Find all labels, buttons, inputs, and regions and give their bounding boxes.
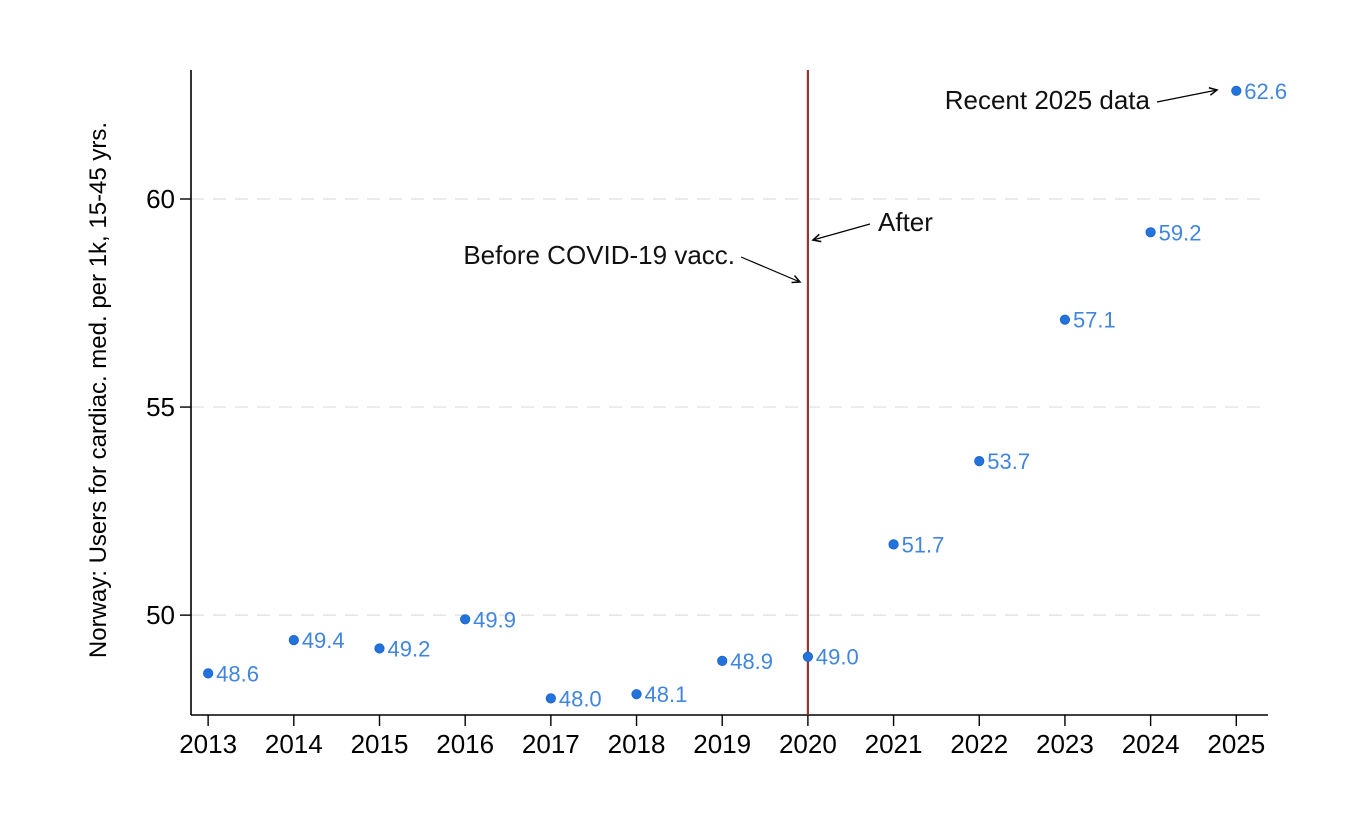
data-point: [631, 689, 642, 700]
axes: [190, 70, 1268, 716]
x-tick-label: 2017: [522, 729, 580, 759]
y-tick-label: 60: [146, 184, 175, 214]
data-point-label: 57.1: [1073, 308, 1116, 333]
annotation-after-text: After: [878, 207, 933, 237]
data-point: [288, 634, 299, 646]
x-tick-label: 2020: [779, 729, 837, 759]
x-tick-label: 2015: [351, 729, 409, 759]
x-tick-label: 2019: [693, 729, 751, 759]
gridlines: [191, 198, 1268, 616]
annotation-after-arrow: [813, 223, 871, 240]
data-point-label: 48.6: [216, 661, 259, 686]
annotation-after: After: [813, 207, 933, 240]
data-point-label: 48.0: [559, 686, 602, 711]
data-point: [374, 643, 385, 654]
x-tick-label: 2014: [265, 729, 323, 759]
annotation-before-text: Before COVID-19 vacc.: [463, 240, 735, 270]
annotation-before-arrow: [740, 256, 800, 282]
x-tick-label: 2025: [1207, 729, 1265, 759]
y-tick-label: 50: [146, 600, 175, 630]
data-point-label: 62.6: [1244, 79, 1287, 104]
x-tick-label: 2016: [436, 729, 494, 759]
x-tick-label: 2024: [1122, 729, 1180, 759]
data-points: 48.6 49.4 49.2 49.9 48.0 48.1 48.9 49.0 51.7 53.7…: [203, 79, 1287, 711]
annotation-before-covid: Before COVID-19 vacc.: [463, 240, 800, 282]
data-point: [974, 456, 985, 467]
data-point: [1145, 227, 1156, 238]
x-tick-label: 2023: [1036, 729, 1094, 759]
data-point-label: 49.2: [387, 636, 430, 661]
data-point-label: 53.7: [987, 449, 1030, 474]
data-point-label: 49.9: [473, 607, 516, 632]
data-point-label: 51.7: [902, 532, 945, 557]
data-point-label: 48.1: [645, 682, 688, 707]
data-point-label: 48.9: [730, 649, 773, 674]
data-point: [460, 614, 471, 625]
x-tick-label: 2022: [950, 729, 1008, 759]
annotation-recent-text: Recent 2025 data: [945, 85, 1151, 115]
data-point: [717, 655, 728, 667]
y-axis-ticks: 50 55 60: [146, 184, 191, 630]
data-point: [545, 693, 556, 704]
data-point-label: 49.0: [816, 645, 859, 670]
data-point: [203, 668, 214, 679]
data-point: [888, 539, 899, 550]
x-tick-label: 2021: [865, 729, 923, 759]
annotation-recent-2025: Recent 2025 data: [945, 85, 1217, 115]
y-tick-label: 55: [146, 392, 175, 422]
data-point: [1059, 314, 1071, 325]
x-tick-label: 2018: [608, 729, 666, 759]
data-point-label: 49.4: [302, 628, 345, 653]
x-tick-label: 2013: [179, 729, 237, 759]
x-axis-ticks: 2013 2014 2015 2016 2017 2018 2019 2020 2021 2022…: [179, 715, 1265, 759]
data-point: [1231, 85, 1242, 96]
annotation-recent-arrow: [1156, 90, 1217, 103]
data-point: [802, 651, 813, 662]
data-point-label: 59.2: [1159, 220, 1202, 245]
y-axis-title: Norway: Users for cardiac. med. per 1k, …: [85, 122, 112, 658]
